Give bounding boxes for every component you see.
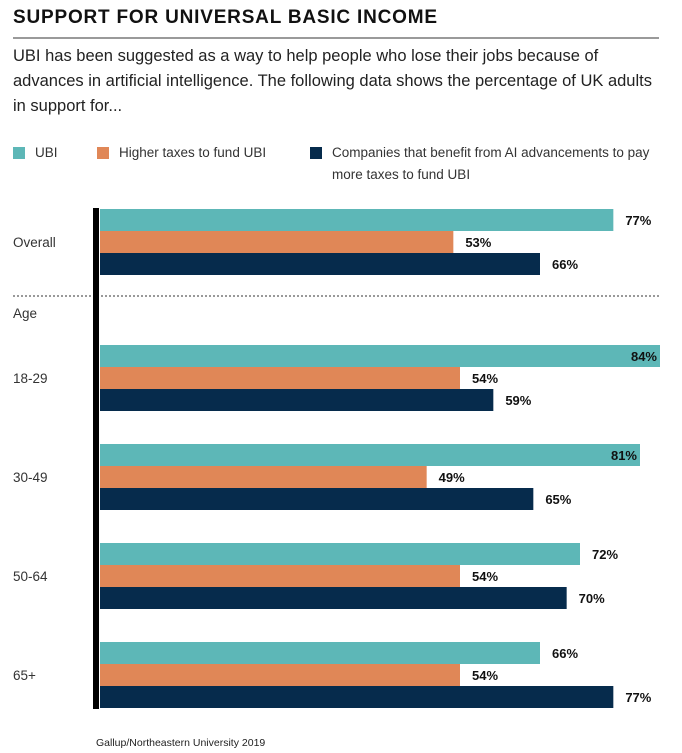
bar-30-49-series-0 <box>100 444 640 466</box>
bar-18-29-series-1 <box>100 367 460 389</box>
legend-label-companies: Companies that benefit from AI advanceme… <box>332 145 650 182</box>
value-label-65--series-2: 77% <box>625 690 651 705</box>
section-label-age: Age <box>13 306 37 321</box>
title-divider <box>13 37 659 39</box>
value-label-overall-series-1: 53% <box>465 235 491 250</box>
bar-30-49-series-1 <box>100 466 427 488</box>
bar-50-64-series-0 <box>100 543 580 565</box>
category-label-50-64: 50-64 <box>13 569 48 584</box>
value-label-65--series-0: 66% <box>552 646 578 661</box>
legend-swatch-higher-taxes <box>97 147 109 159</box>
category-label-30-49: 30-49 <box>13 470 48 485</box>
bar-30-49-series-2 <box>100 488 534 510</box>
bar-overall-series-1 <box>100 231 454 253</box>
value-label-18-29-series-0: 84% <box>631 349 657 364</box>
legend-label-ubi: UBI <box>35 145 58 160</box>
bar-65--series-0 <box>100 642 540 664</box>
value-label-50-64-series-0: 72% <box>592 547 618 562</box>
y-axis-line <box>93 208 99 709</box>
bar-18-29-series-2 <box>100 389 494 411</box>
bar-65--series-2 <box>100 686 614 708</box>
chart-description: UBI has been suggested as a way to help … <box>13 47 652 115</box>
bar-18-29-series-0 <box>100 345 660 367</box>
source-note: Gallup/Northeastern University 2019 <box>96 737 266 749</box>
bar-50-64-series-2 <box>100 587 567 609</box>
value-label-overall-series-0: 77% <box>625 213 651 228</box>
category-label-18-29: 18-29 <box>13 371 48 386</box>
value-label-30-49-series-2: 65% <box>545 492 571 507</box>
bar-50-64-series-1 <box>100 565 460 587</box>
value-label-50-64-series-1: 54% <box>472 569 498 584</box>
value-label-30-49-series-1: 49% <box>439 470 465 485</box>
legend-swatch-ubi <box>13 147 25 159</box>
category-label-65-: 65+ <box>13 668 36 683</box>
value-label-30-49-series-0: 81% <box>611 448 637 463</box>
value-label-18-29-series-2: 59% <box>505 393 531 408</box>
legend-label-higher-taxes: Higher taxes to fund UBI <box>119 145 267 160</box>
category-label-overall: Overall <box>13 235 56 250</box>
legend-swatch-companies <box>310 147 322 159</box>
value-label-50-64-series-2: 70% <box>579 591 605 606</box>
bar-65--series-1 <box>100 664 460 686</box>
bar-overall-series-0 <box>100 209 614 231</box>
value-label-65--series-1: 54% <box>472 668 498 683</box>
bar-overall-series-2 <box>100 253 540 275</box>
value-label-overall-series-2: 66% <box>552 257 578 272</box>
value-label-18-29-series-1: 54% <box>472 371 498 386</box>
chart-title: SUPPORT FOR UNIVERSAL BASIC INCOME <box>13 7 438 28</box>
